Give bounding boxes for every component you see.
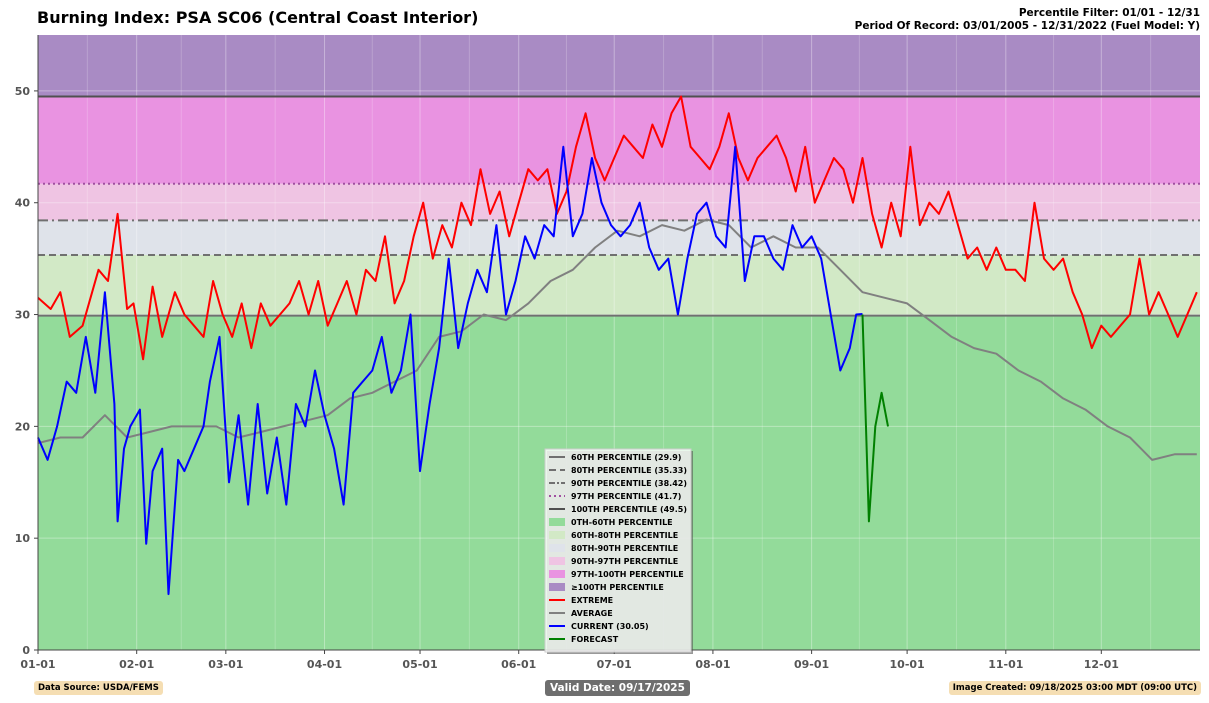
axes: 0 10 20 30 40 50 01-01 02-01 03-01 04-01 05-01 06-0… [15, 35, 1200, 671]
legend-label: AVERAGE [571, 609, 613, 618]
x-tick-label: 08-01 [695, 658, 730, 671]
x-tick-label: 01-01 [20, 658, 55, 671]
filter-note: Percentile Filter: 01/01 - 12/31 Period … [855, 7, 1200, 33]
valid-date-badge: Valid Date: 09/17/2025 [545, 680, 690, 696]
x-tick-label: 06-01 [501, 658, 536, 671]
legend-label: EXTREME [571, 596, 613, 605]
series-line-forecast [861, 314, 889, 523]
x-tick-label: 03-01 [208, 658, 243, 671]
legend-label: ≥100TH PERCENTILE [571, 583, 664, 592]
legend-label: 97TH-100TH PERCENTILE [571, 570, 684, 579]
y-tick-label: 40 [15, 197, 31, 210]
legend-label: 90TH-97TH PERCENTILE [571, 557, 678, 566]
percentile-bands [38, 35, 1200, 650]
legend-label: 97TH PERCENTILE (41.7) [571, 492, 681, 501]
y-tick-label: 20 [15, 420, 31, 433]
series-line-average [37, 218, 1197, 461]
y-tick-label: 30 [15, 309, 31, 322]
series-line-current-30-05 [37, 145, 863, 596]
y-tick-label: 0 [22, 644, 30, 657]
chart-title: Burning Index: PSA SC06 (Central Coast I… [37, 8, 479, 27]
legend-label: 60TH-80TH PERCENTILE [571, 531, 678, 540]
legend-swatch [549, 570, 565, 578]
legend-label: 90TH PERCENTILE (38.42) [571, 479, 687, 488]
legend-swatch [549, 518, 565, 526]
legend-label: 100TH PERCENTILE (49.5) [571, 505, 687, 514]
legend-label: 60TH PERCENTILE (29.9) [571, 453, 681, 462]
legend-label: CURRENT (30.05) [571, 622, 649, 631]
percentile-filter-text: Percentile Filter: 01/01 - 12/31 [1018, 7, 1200, 19]
x-tick-label: 05-01 [402, 658, 437, 671]
legend-swatch [549, 583, 565, 591]
legend-label: 0TH-60TH PERCENTILE [571, 518, 673, 527]
band-90th-97th-percentile [38, 183, 1200, 221]
x-tick-label: 11-01 [988, 658, 1023, 671]
band-60th-80th-percentile [38, 254, 1200, 316]
x-tick-label: 10-01 [890, 658, 925, 671]
image-created-badge: Image Created: 09/18/2025 03:00 MDT (09:… [948, 681, 1201, 695]
period-of-record-text: Period Of Record: 03/01/2005 - 12/31/202… [854, 20, 1200, 32]
legend-label: 80TH PERCENTILE (35.33) [571, 466, 687, 475]
band--100th-percentile [38, 35, 1200, 97]
band-97th-100th-percentile [38, 96, 1200, 184]
percentile-lines [38, 95, 1200, 317]
x-tick-label: 02-01 [119, 658, 154, 671]
legend-swatch [549, 544, 565, 552]
data-source-badge: Data Source: USDA/FEMS [34, 681, 163, 695]
x-tick-label: 09-01 [794, 658, 829, 671]
y-tick-label: 10 [15, 532, 31, 545]
x-tick-label: 07-01 [597, 658, 632, 671]
legend-swatch [549, 531, 565, 539]
legend-box [544, 448, 692, 653]
legend: 60TH PERCENTILE (29.9) 80TH PERCENTILE (3… [544, 448, 693, 654]
y-tick-label: 50 [15, 85, 31, 98]
legend-label: 80TH-90TH PERCENTILE [571, 544, 678, 553]
x-tick-label: 12-01 [1084, 658, 1119, 671]
series-line-extreme [37, 95, 1198, 361]
legend-label: FORECAST [571, 635, 619, 644]
legend-swatch [549, 557, 565, 565]
series-lines [37, 95, 1198, 596]
band-80th-90th-percentile [38, 220, 1200, 255]
x-tick-label: 04-01 [307, 658, 342, 671]
